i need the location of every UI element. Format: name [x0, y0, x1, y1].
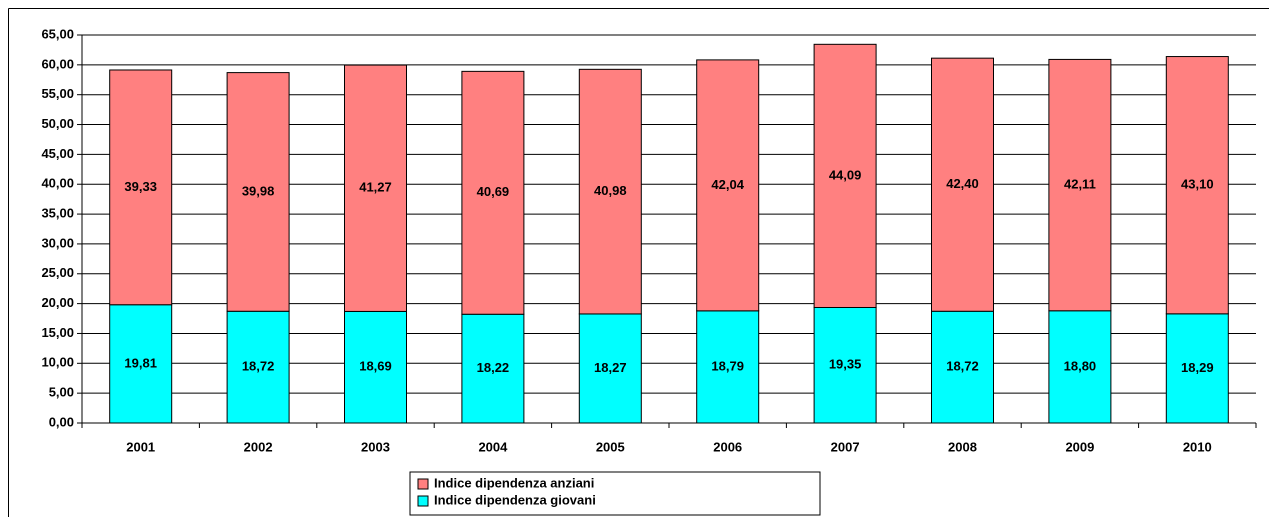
value-label: 18,27: [594, 360, 627, 375]
value-label: 43,10: [1181, 177, 1214, 192]
bar-segment: [344, 310, 407, 424]
x-tick-label: 2006: [713, 439, 742, 454]
y-tick-label: 40,00: [41, 176, 74, 191]
y-tick-label: 60,00: [41, 56, 74, 71]
value-label: 18,22: [477, 360, 510, 375]
y-tick-label: 20,00: [41, 295, 74, 310]
bar-segment: [461, 70, 525, 315]
bar-segment: [109, 304, 173, 424]
bar-segment: [1165, 56, 1229, 315]
bar-segment: [696, 310, 760, 424]
legend-label: Indice dipendenza anziani: [434, 475, 594, 490]
legend-box: [409, 471, 821, 516]
bar-segment: [1048, 58, 1112, 312]
bar-segment: [813, 43, 877, 308]
bar-segment: [578, 68, 642, 315]
y-tick-label: 50,00: [41, 116, 74, 131]
x-tick-label: 2002: [244, 439, 273, 454]
x-tick-label: 2003: [361, 439, 390, 454]
bar-segment: [578, 313, 642, 424]
y-tick-label: 55,00: [41, 86, 74, 101]
y-tick-label: 30,00: [41, 235, 74, 250]
y-tick-label: 0,00: [49, 414, 74, 429]
value-label: 19,35: [829, 357, 862, 372]
legend-swatch: [417, 495, 429, 507]
bar-segment: [226, 72, 290, 312]
x-tick-label: 2009: [1065, 439, 1094, 454]
bar-segment: [931, 57, 994, 312]
legend-label: Indice dipendenza giovani: [434, 492, 596, 507]
y-tick-label: 35,00: [41, 206, 74, 221]
value-label: 40,98: [594, 183, 627, 198]
value-label: 18,69: [359, 359, 392, 374]
value-label: 42,40: [946, 176, 979, 191]
x-tick-label: 2004: [478, 439, 508, 454]
x-tick-label: 2007: [831, 439, 860, 454]
x-tick-label: 2008: [948, 439, 977, 454]
value-label: 19,81: [124, 355, 157, 370]
value-label: 42,11: [1064, 177, 1096, 192]
bar-segment: [344, 64, 407, 312]
bar-segment: [226, 310, 290, 424]
value-label: 39,33: [124, 179, 157, 194]
x-tick-label: 2005: [596, 439, 625, 454]
bar-segment: [1165, 313, 1229, 424]
value-label: 41,27: [359, 180, 392, 195]
y-tick-label: 5,00: [49, 385, 74, 400]
bar-segment: [109, 69, 173, 306]
value-label: 40,69: [477, 184, 510, 199]
value-label: 39,98: [242, 183, 275, 198]
value-label: 18,72: [242, 359, 275, 374]
value-label: 18,72: [946, 359, 979, 374]
bar-segment: [813, 306, 877, 424]
bar-segment: [696, 59, 760, 312]
value-label: 42,04: [711, 177, 744, 192]
x-tick-label: 2001: [126, 439, 155, 454]
y-tick-label: 15,00: [41, 325, 74, 340]
y-tick-label: 25,00: [41, 265, 74, 280]
value-label: 18,79: [711, 358, 744, 373]
value-label: 18,80: [1064, 358, 1097, 373]
y-tick-label: 10,00: [41, 355, 74, 370]
value-label: 44,09: [829, 167, 862, 182]
legend-swatch: [417, 478, 429, 490]
y-tick-label: 45,00: [41, 146, 74, 161]
value-label: 18,29: [1181, 360, 1214, 375]
y-tick-label: 65,00: [41, 26, 74, 41]
x-tick-label: 2010: [1183, 439, 1212, 454]
